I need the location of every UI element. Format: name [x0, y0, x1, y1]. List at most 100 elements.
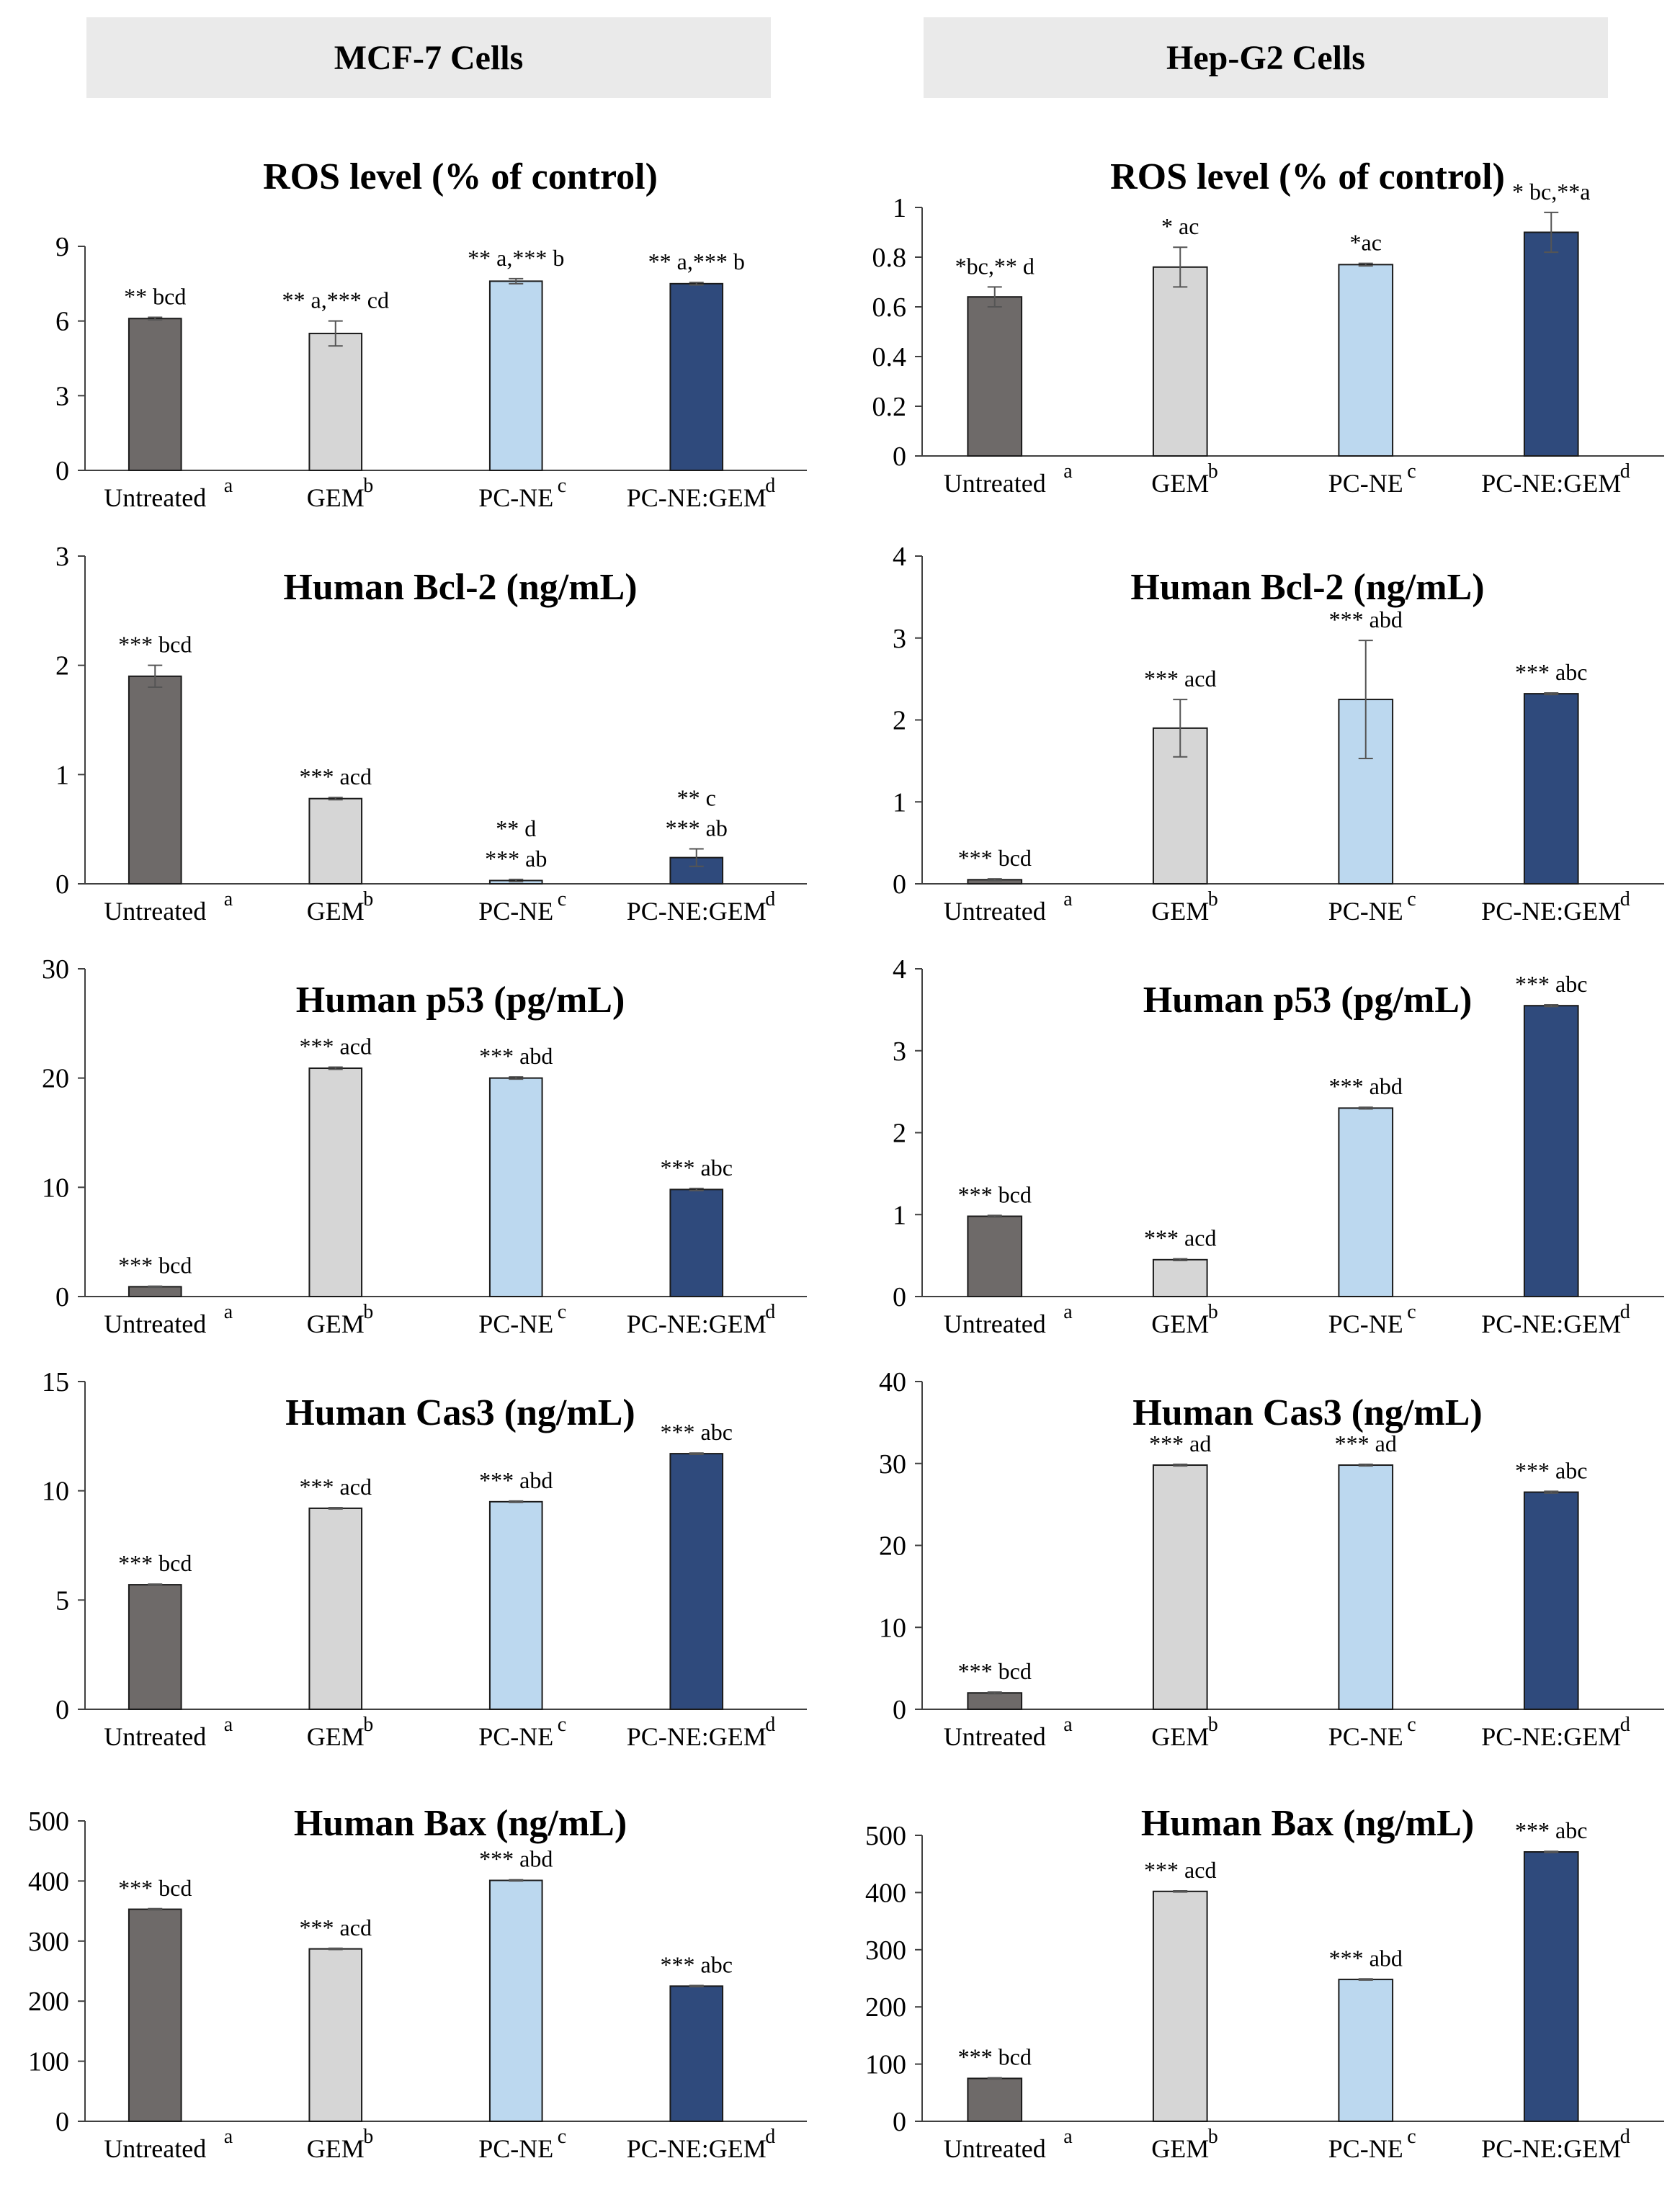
category-superscript: a	[224, 1301, 233, 1323]
category-superscript: c	[558, 1301, 566, 1323]
bar-untreated	[128, 318, 182, 472]
category-superscript: d	[1620, 2126, 1630, 2148]
chart-title: ROS level (% of control)	[263, 156, 658, 197]
y-tick-label: 3	[55, 381, 69, 411]
y-tick-label: 5	[55, 1585, 69, 1616]
significance-label: *** bcd	[958, 2044, 1032, 2070]
bar-pcnegem	[1523, 1851, 1579, 2122]
category-superscript: c	[558, 475, 566, 497]
significance-label: *** abd	[1329, 1073, 1403, 1099]
chart-title: Human p53 (pg/mL)	[296, 980, 625, 1021]
significance-label: *** acd	[300, 1915, 372, 1940]
bar-pcnegem	[1523, 1491, 1579, 1710]
category-superscript: c	[1407, 1301, 1416, 1323]
y-tick-label: 400	[865, 1878, 906, 1908]
chart-title: Human Cas3 (ng/mL)	[1132, 1392, 1482, 1433]
category-superscript: a	[1063, 1714, 1073, 1736]
bar-pcnegem	[1523, 231, 1579, 457]
category-superscript: c	[558, 888, 566, 910]
significance-label: *** acd	[300, 764, 372, 789]
y-tick-label: 500	[28, 1807, 69, 1837]
y-tick-label: 0	[893, 1695, 906, 1725]
significance-label: *** bcd	[118, 1253, 192, 1279]
bar-pcnegem	[669, 282, 724, 471]
category-label: PC-NE	[1328, 897, 1403, 926]
significance-label: *** abc	[661, 1952, 733, 1978]
y-tick-label: 2	[893, 1119, 906, 1149]
category-superscript: b	[1208, 460, 1218, 483]
significance-label: *** abd	[1329, 606, 1403, 632]
category-label: PC-NE	[478, 1722, 553, 1751]
significance-label: *** abd	[479, 1043, 553, 1069]
y-tick-label: 20	[879, 1531, 906, 1562]
y-tick-label: 30	[879, 1449, 906, 1480]
category-label: GEM	[307, 483, 365, 512]
category-label: Untreated	[944, 1722, 1046, 1751]
significance-label: *** acd	[1144, 666, 1216, 691]
y-tick-label: 30	[42, 954, 69, 985]
bar-untreated	[128, 1908, 182, 2122]
category-superscript: a	[224, 888, 233, 910]
y-tick-label: 200	[28, 1987, 69, 2017]
y-tick-label: 0	[55, 869, 69, 900]
chart-title: Human Bax (ng/mL)	[1141, 1803, 1474, 1844]
significance-label: *** ab	[666, 815, 728, 841]
chart-title: ROS level (% of control)	[1110, 156, 1505, 197]
significance-label: ** d	[496, 815, 536, 841]
bar-pcnegem	[669, 1188, 724, 1298]
category-label: GEM	[307, 1310, 365, 1338]
bar-pcne	[488, 1077, 543, 1297]
y-tick-label: 100	[28, 2047, 69, 2077]
chart-title: Human Cas3 (ng/mL)	[285, 1392, 635, 1433]
significance-label: *** abc	[1515, 1457, 1587, 1483]
category-label: Untreated	[944, 1310, 1046, 1338]
bar-untreated	[128, 675, 182, 885]
bar-gem	[308, 1067, 363, 1298]
y-tick-label: 15	[42, 1367, 69, 1397]
y-tick-label: 0	[55, 456, 69, 486]
y-tick-label: 0	[55, 2107, 69, 2137]
category-superscript: a	[1063, 888, 1073, 910]
category-label: PC-NE	[1328, 469, 1403, 498]
significance-label: * ac	[1161, 213, 1199, 239]
y-tick-label: 0	[893, 1282, 906, 1312]
mcf7-p53-chart: Human p53 (pg/mL) 0 10 20 30 *** bcd Untreated…	[42, 954, 807, 1338]
mcf7-bcl2-chart: Human Bcl-2 (ng/mL) 0 1 2 3 *** bcd Untreated a…	[55, 542, 807, 926]
bar-pcnegem	[669, 1453, 724, 1710]
hepg2-ros-chart: ROS level (% of control) 0 0.2 0.4 0.6 0.8 1 *b…	[872, 156, 1664, 498]
category-label: Untreated	[104, 483, 206, 512]
chart-title: Human Bcl-2 (ng/mL)	[283, 567, 637, 608]
category-label: PC-NE:GEM	[627, 2134, 767, 2163]
bar-pcnegem	[669, 1985, 724, 2123]
bar-gem	[1152, 1890, 1208, 2122]
category-superscript: d	[1620, 888, 1630, 910]
y-tick-label: 0.2	[872, 392, 907, 422]
significance-label: *** bcd	[958, 1658, 1032, 1684]
category-label: PC-NE:GEM	[627, 897, 767, 926]
significance-label: *** abd	[1329, 1945, 1403, 1971]
y-tick-label: 300	[865, 1935, 906, 1966]
y-tick-label: 0	[55, 1282, 69, 1312]
mcf7-cas3-chart: Human Cas3 (ng/mL) 0 5 10 15 *** bcd Untreated…	[42, 1367, 807, 1751]
category-superscript: d	[765, 1301, 775, 1323]
bar-gem	[308, 1948, 363, 2123]
category-superscript: b	[363, 888, 373, 910]
y-tick-label: 1	[55, 760, 69, 790]
bar-gem	[1152, 1258, 1208, 1297]
category-superscript: d	[765, 1714, 775, 1736]
y-tick-label: 4	[893, 542, 906, 572]
category-superscript: b	[363, 2126, 373, 2148]
y-tick-label: 6	[55, 307, 69, 337]
significance-label: *** bcd	[118, 632, 192, 658]
significance-label: ** a,*** b	[648, 249, 745, 274]
category-label: Untreated	[944, 2134, 1046, 2163]
bar-pcne	[1338, 264, 1394, 457]
category-superscript: b	[363, 1714, 373, 1736]
category-label: GEM	[1151, 1310, 1209, 1338]
category-label: GEM	[1151, 897, 1209, 926]
mcf7-ros-chart: ROS level (% of control) 0 3 6 9 ** bcd Untrea…	[55, 156, 807, 512]
y-tick-label: 300	[28, 1927, 69, 1957]
category-label: Untreated	[944, 897, 1046, 926]
category-superscript: d	[765, 2126, 775, 2148]
category-superscript: a	[1063, 1301, 1073, 1323]
